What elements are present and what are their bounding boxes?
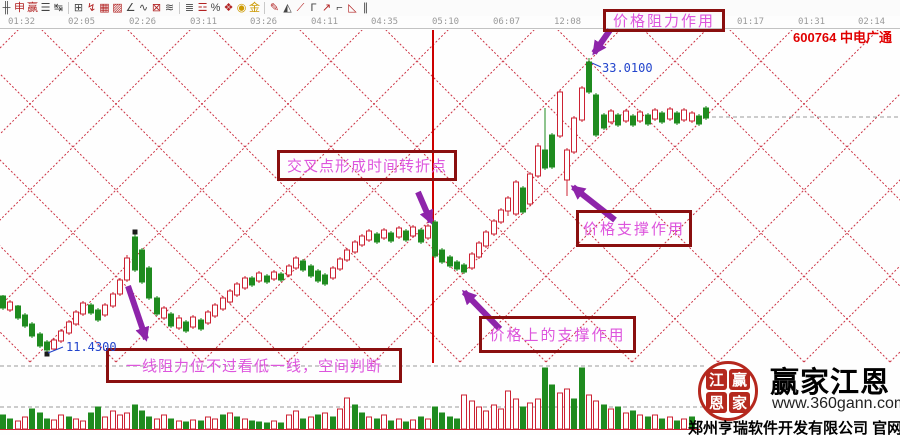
- list-icon[interactable]: ≣: [184, 2, 195, 14]
- hatch-icon[interactable]: ≋: [164, 2, 175, 14]
- brand-logo: 江 赢 恩 家 赢家江恩 www.360gann.com 郑州亨瑞软件开发有限公…: [688, 357, 900, 435]
- trend-up-icon[interactable]: ↗: [321, 2, 332, 14]
- annotation-arrow[interactable]: [125, 285, 150, 342]
- slash-tool-icon[interactable]: ⟋: [296, 2, 305, 14]
- annotation-arrow[interactable]: [461, 289, 503, 332]
- brand-url: www.360gann.com: [772, 395, 900, 412]
- seal-icon: 江 赢 恩 家: [698, 361, 758, 421]
- seal-char: 家: [729, 392, 750, 413]
- annotation-arrow[interactable]: [591, 28, 613, 56]
- time-axis: 01:32 02:05 02:26 03:11 03:26 04:11 04:35 05:10…: [0, 16, 900, 29]
- time-tick-label: 04:35: [371, 17, 399, 27]
- gann-grid-icon[interactable]: ▦: [99, 2, 110, 14]
- annotation-time-turning-point[interactable]: 交叉点形成时间转折点: [277, 150, 457, 181]
- lines-tool-icon[interactable]: ☰: [40, 2, 51, 14]
- corner-tool-icon[interactable]: ⌐: [336, 2, 343, 14]
- low-price-label: 11.4300: [66, 340, 117, 354]
- angle-tool-icon[interactable]: ∠: [125, 2, 136, 14]
- pivot-dot: [44, 351, 50, 357]
- matrix-icon[interactable]: ⊠: [151, 2, 162, 14]
- gold-coin-icon[interactable]: ◉: [236, 2, 247, 14]
- annotation-space-judgement[interactable]: 一线阻力位不过看低一线，空间判断: [106, 348, 402, 383]
- time-tick-label: 01:17: [737, 17, 765, 27]
- gann-band-icon[interactable]: 申: [14, 2, 25, 14]
- time-tick-label: 05:10: [432, 17, 460, 27]
- seal-char: 江: [706, 369, 727, 390]
- annotation-price-support-on-line[interactable]: 价格上的支撑作用: [479, 316, 636, 353]
- ray-fan-icon[interactable]: ↯: [86, 2, 97, 14]
- toolbar-separator: [264, 2, 265, 14]
- brand-title: 赢家江恩: [770, 367, 891, 399]
- time-tick-label: 06:07: [493, 17, 521, 27]
- parallel-tool-icon[interactable]: ∥: [362, 2, 369, 14]
- stock-label: 600764 中电广通: [793, 30, 892, 45]
- shaded-box-icon[interactable]: ▨: [112, 2, 123, 14]
- calipers-icon[interactable]: ↹: [53, 2, 64, 14]
- time-tick-label: 02:05: [68, 17, 96, 27]
- toolbar-separator: [68, 2, 69, 14]
- annotation-arrow[interactable]: [415, 190, 434, 225]
- seal-char: 恩: [706, 392, 727, 413]
- annotation-price-resistance[interactable]: 价格阻力作用: [603, 9, 725, 32]
- peak-price-label: 33.0100: [602, 61, 653, 75]
- price-pointer-line: [47, 346, 64, 354]
- wave-tool-icon[interactable]: ∿: [138, 2, 149, 14]
- candlestick-series: [0, 58, 709, 354]
- time-tick-label: 03:11: [190, 17, 218, 27]
- time-tick-label: 12:08: [554, 17, 582, 27]
- time-tick-label: 02:14: [858, 17, 886, 27]
- crosshair-tool-icon[interactable]: ╫: [2, 2, 11, 14]
- pencil-tool-icon[interactable]: ✎: [269, 2, 280, 14]
- trigram-icon[interactable]: ☲: [197, 2, 208, 14]
- gamma-tool-icon[interactable]: Γ: [310, 2, 317, 14]
- toolbar-separator: [179, 2, 180, 14]
- winner-tool-icon[interactable]: 赢: [27, 2, 38, 14]
- ratio-icon[interactable]: ❖: [223, 2, 234, 14]
- price-pointer-line: [591, 62, 602, 68]
- brand-company: 郑州亨瑞软件开发有限公司 官网: [688, 420, 900, 435]
- time-tick-label: 04:11: [311, 17, 339, 27]
- time-tick-label: 01:32: [8, 17, 36, 27]
- time-tick-label: 02:26: [129, 17, 157, 27]
- time-tick-label: 01:31: [798, 17, 826, 27]
- pivot-dot: [132, 229, 138, 235]
- percent-icon[interactable]: %: [210, 2, 221, 14]
- grid-add-icon[interactable]: ⊞: [73, 2, 84, 14]
- wedge-tool-icon[interactable]: ◺: [348, 2, 357, 14]
- annotation-arrow[interactable]: [570, 184, 617, 223]
- gann-grid: [0, 30, 900, 363]
- gold-bars-icon[interactable]: 金: [249, 2, 260, 14]
- annotation-price-support[interactable]: 价格支撑作用: [576, 210, 692, 247]
- triangle-tool-icon[interactable]: ◭: [283, 2, 292, 14]
- seal-char: 赢: [729, 369, 750, 390]
- time-tick-label: 03:26: [250, 17, 278, 27]
